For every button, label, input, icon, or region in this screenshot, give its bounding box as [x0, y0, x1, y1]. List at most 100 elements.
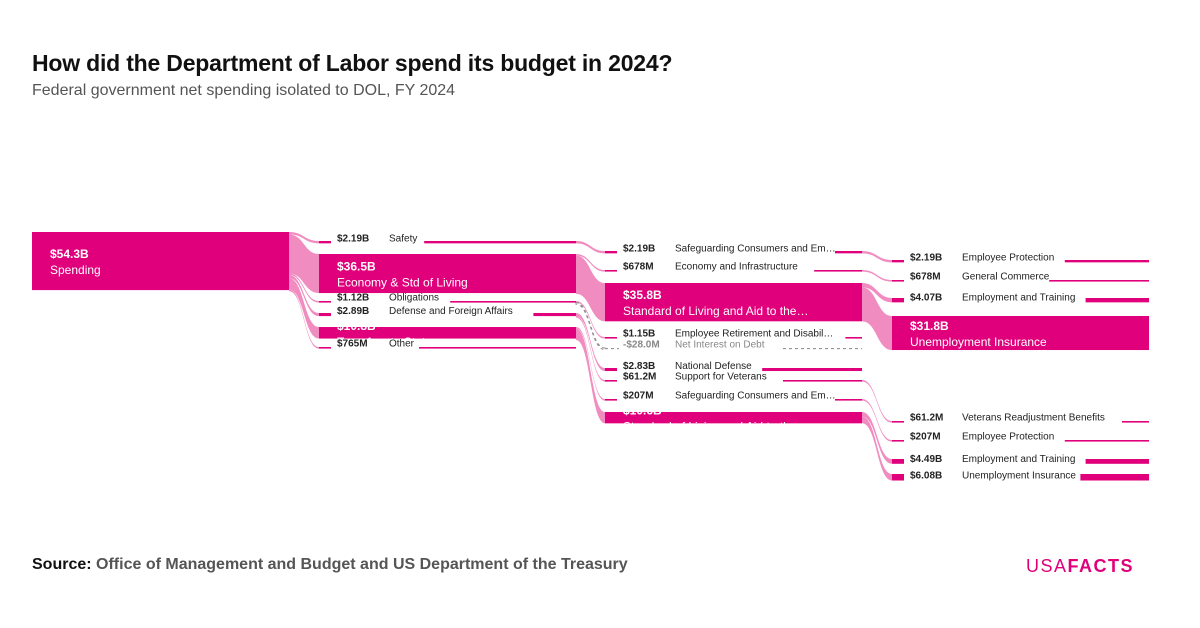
node-bar	[419, 347, 576, 349]
flow-link-l3_gen_commerce	[862, 270, 892, 282]
node-l3_emp_prot_a: $2.19B Employee Protection	[892, 252, 1149, 263]
flow-link-transfers	[289, 278, 319, 339]
node-stub	[605, 251, 617, 254]
node-value: $54.3B	[50, 247, 89, 261]
flow-link-l2_econ_infra	[576, 254, 605, 272]
page-title: How did the Department of Labor spend it…	[32, 50, 673, 76]
node-l2_safeguard_b: $207M Safeguarding Consumers and Em…	[605, 391, 862, 402]
node-l2_std_aid_a: $35.8B Standard of Living and Aid to the…	[605, 283, 862, 322]
source-note: Source: Office of Management and Budget …	[32, 556, 628, 574]
node-value: $2.19B	[337, 233, 369, 244]
node-value: $1.12B	[337, 293, 369, 304]
node-value: $2.19B	[910, 252, 942, 263]
node-value: $2.83B	[623, 361, 655, 372]
node-label: Defense and Foreign Affairs	[389, 306, 513, 317]
node-label: Obligations	[389, 293, 439, 304]
flow-link-l3_unemp_b	[862, 416, 892, 481]
node-bar	[319, 254, 576, 294]
flow-link-l3_vet_readj	[862, 380, 892, 423]
node-value: $4.07B	[910, 292, 942, 303]
node-l2_veterans: $61.2M Support for Veterans	[605, 372, 862, 383]
node-transfers: $10.8B Transfers to States	[319, 319, 576, 349]
node-stub	[892, 280, 904, 282]
node-stub	[605, 368, 617, 372]
node-label: National Defense	[675, 361, 752, 372]
node-label: Safeguarding Consumers and Em…	[675, 243, 836, 254]
source-text: Office of Management and Budget and US D…	[96, 556, 628, 573]
node-stub	[892, 260, 904, 263]
node-bar	[1122, 421, 1149, 423]
node-value: $207M	[623, 391, 654, 402]
node-bar	[1064, 440, 1149, 442]
node-l2_std_aid_b: $10.6B Standard of Living and Aid to the …	[605, 404, 862, 434]
node-l2_retirement: $1.15B Employee Retirement and Disabil…	[605, 329, 862, 340]
flow-link-l3_emp_train_a	[862, 283, 892, 303]
flow-link-defense_foreign	[289, 274, 319, 317]
node-label: Unemployment Insurance	[962, 471, 1076, 482]
node-stub	[319, 301, 331, 303]
node-obligations: $1.12B Obligations	[319, 293, 576, 304]
node-label: Standard of Living and Aid to the …	[623, 420, 812, 434]
node-label: Employee Protection	[962, 432, 1054, 443]
flow-link-l3_emp_prot_a	[862, 251, 892, 263]
node-label: Other	[389, 339, 415, 350]
node-stub	[892, 440, 904, 442]
node-label: Transfers to States	[337, 335, 438, 349]
node-value: $2.89B	[337, 306, 369, 317]
node-label: General Commerce	[962, 272, 1050, 283]
node-label: Safeguarding Consumers and Em…	[675, 391, 836, 402]
node-bar	[1080, 474, 1149, 481]
node-l2_natdef: $2.83B National Defense	[605, 361, 862, 372]
flow-links	[289, 232, 892, 481]
flow-link-l3_unemp_a	[862, 287, 892, 351]
node-stub	[892, 474, 904, 481]
node-bar	[319, 327, 576, 339]
node-stub	[892, 421, 904, 423]
node-label: Support for Veterans	[675, 372, 767, 383]
node-stub	[605, 270, 617, 272]
flow-link-l3_emp_train_b	[862, 412, 892, 464]
node-stub	[605, 380, 617, 382]
node-value: $35.8B	[623, 288, 662, 302]
flow-link-safety	[289, 232, 319, 244]
node-value: $765M	[337, 339, 368, 350]
node-label: Standard of Living and Aid to the…	[623, 304, 808, 318]
node-value: -$28.0M	[623, 340, 660, 351]
node-spending: $54.3B Spending	[32, 232, 289, 291]
node-l2_interest: -$28.0M Net Interest on Debt	[605, 340, 862, 351]
node-value: $61.2M	[910, 413, 943, 424]
node-bar	[32, 232, 289, 291]
node-l2_econ_infra: $678M Economy and Infrastructure	[605, 262, 862, 273]
node-bar	[450, 301, 576, 303]
usafacts-logo: USAFACTS	[1026, 556, 1134, 577]
node-label: Unemployment Insurance	[910, 335, 1047, 349]
node-l3_gen_commerce: $678M General Commerce	[892, 272, 1149, 283]
flow-link-l2_natdef	[576, 313, 605, 372]
page-subtitle: Federal government net spending isolated…	[32, 82, 456, 99]
logo-usa: USA	[1026, 556, 1068, 576]
node-label: Employment and Training	[962, 454, 1075, 465]
node-value: $207M	[910, 432, 941, 443]
node-value: $1.15B	[623, 329, 655, 340]
flow-link-econ_std	[289, 234, 319, 294]
node-bar	[1085, 298, 1149, 303]
node-label: Employee Retirement and Disabil…	[675, 329, 833, 340]
node-l3_emp_train_a: $4.07B Employment and Training	[892, 292, 1149, 303]
node-value: $10.8B	[337, 319, 376, 333]
node-value: $6.08B	[910, 471, 942, 482]
node-econ_std: $36.5B Economy & Std of Living	[319, 254, 576, 294]
node-value: $678M	[623, 262, 654, 273]
node-value: $31.8B	[910, 319, 949, 333]
node-value: $4.49B	[910, 454, 942, 465]
flow-link-l2_std_aid_b	[576, 328, 605, 424]
node-label: Employee Protection	[962, 252, 1054, 263]
node-label: Economy & Std of Living	[337, 276, 468, 290]
node-l3_emp_train_b: $4.49B Employment and Training	[892, 454, 1149, 465]
node-label: Employment and Training	[962, 292, 1075, 303]
node-bar	[605, 283, 862, 322]
node-bar	[835, 399, 862, 401]
logo-facts: FACTS	[1067, 556, 1135, 576]
node-value: $36.5B	[337, 260, 376, 274]
node-label: Spending	[50, 263, 101, 277]
